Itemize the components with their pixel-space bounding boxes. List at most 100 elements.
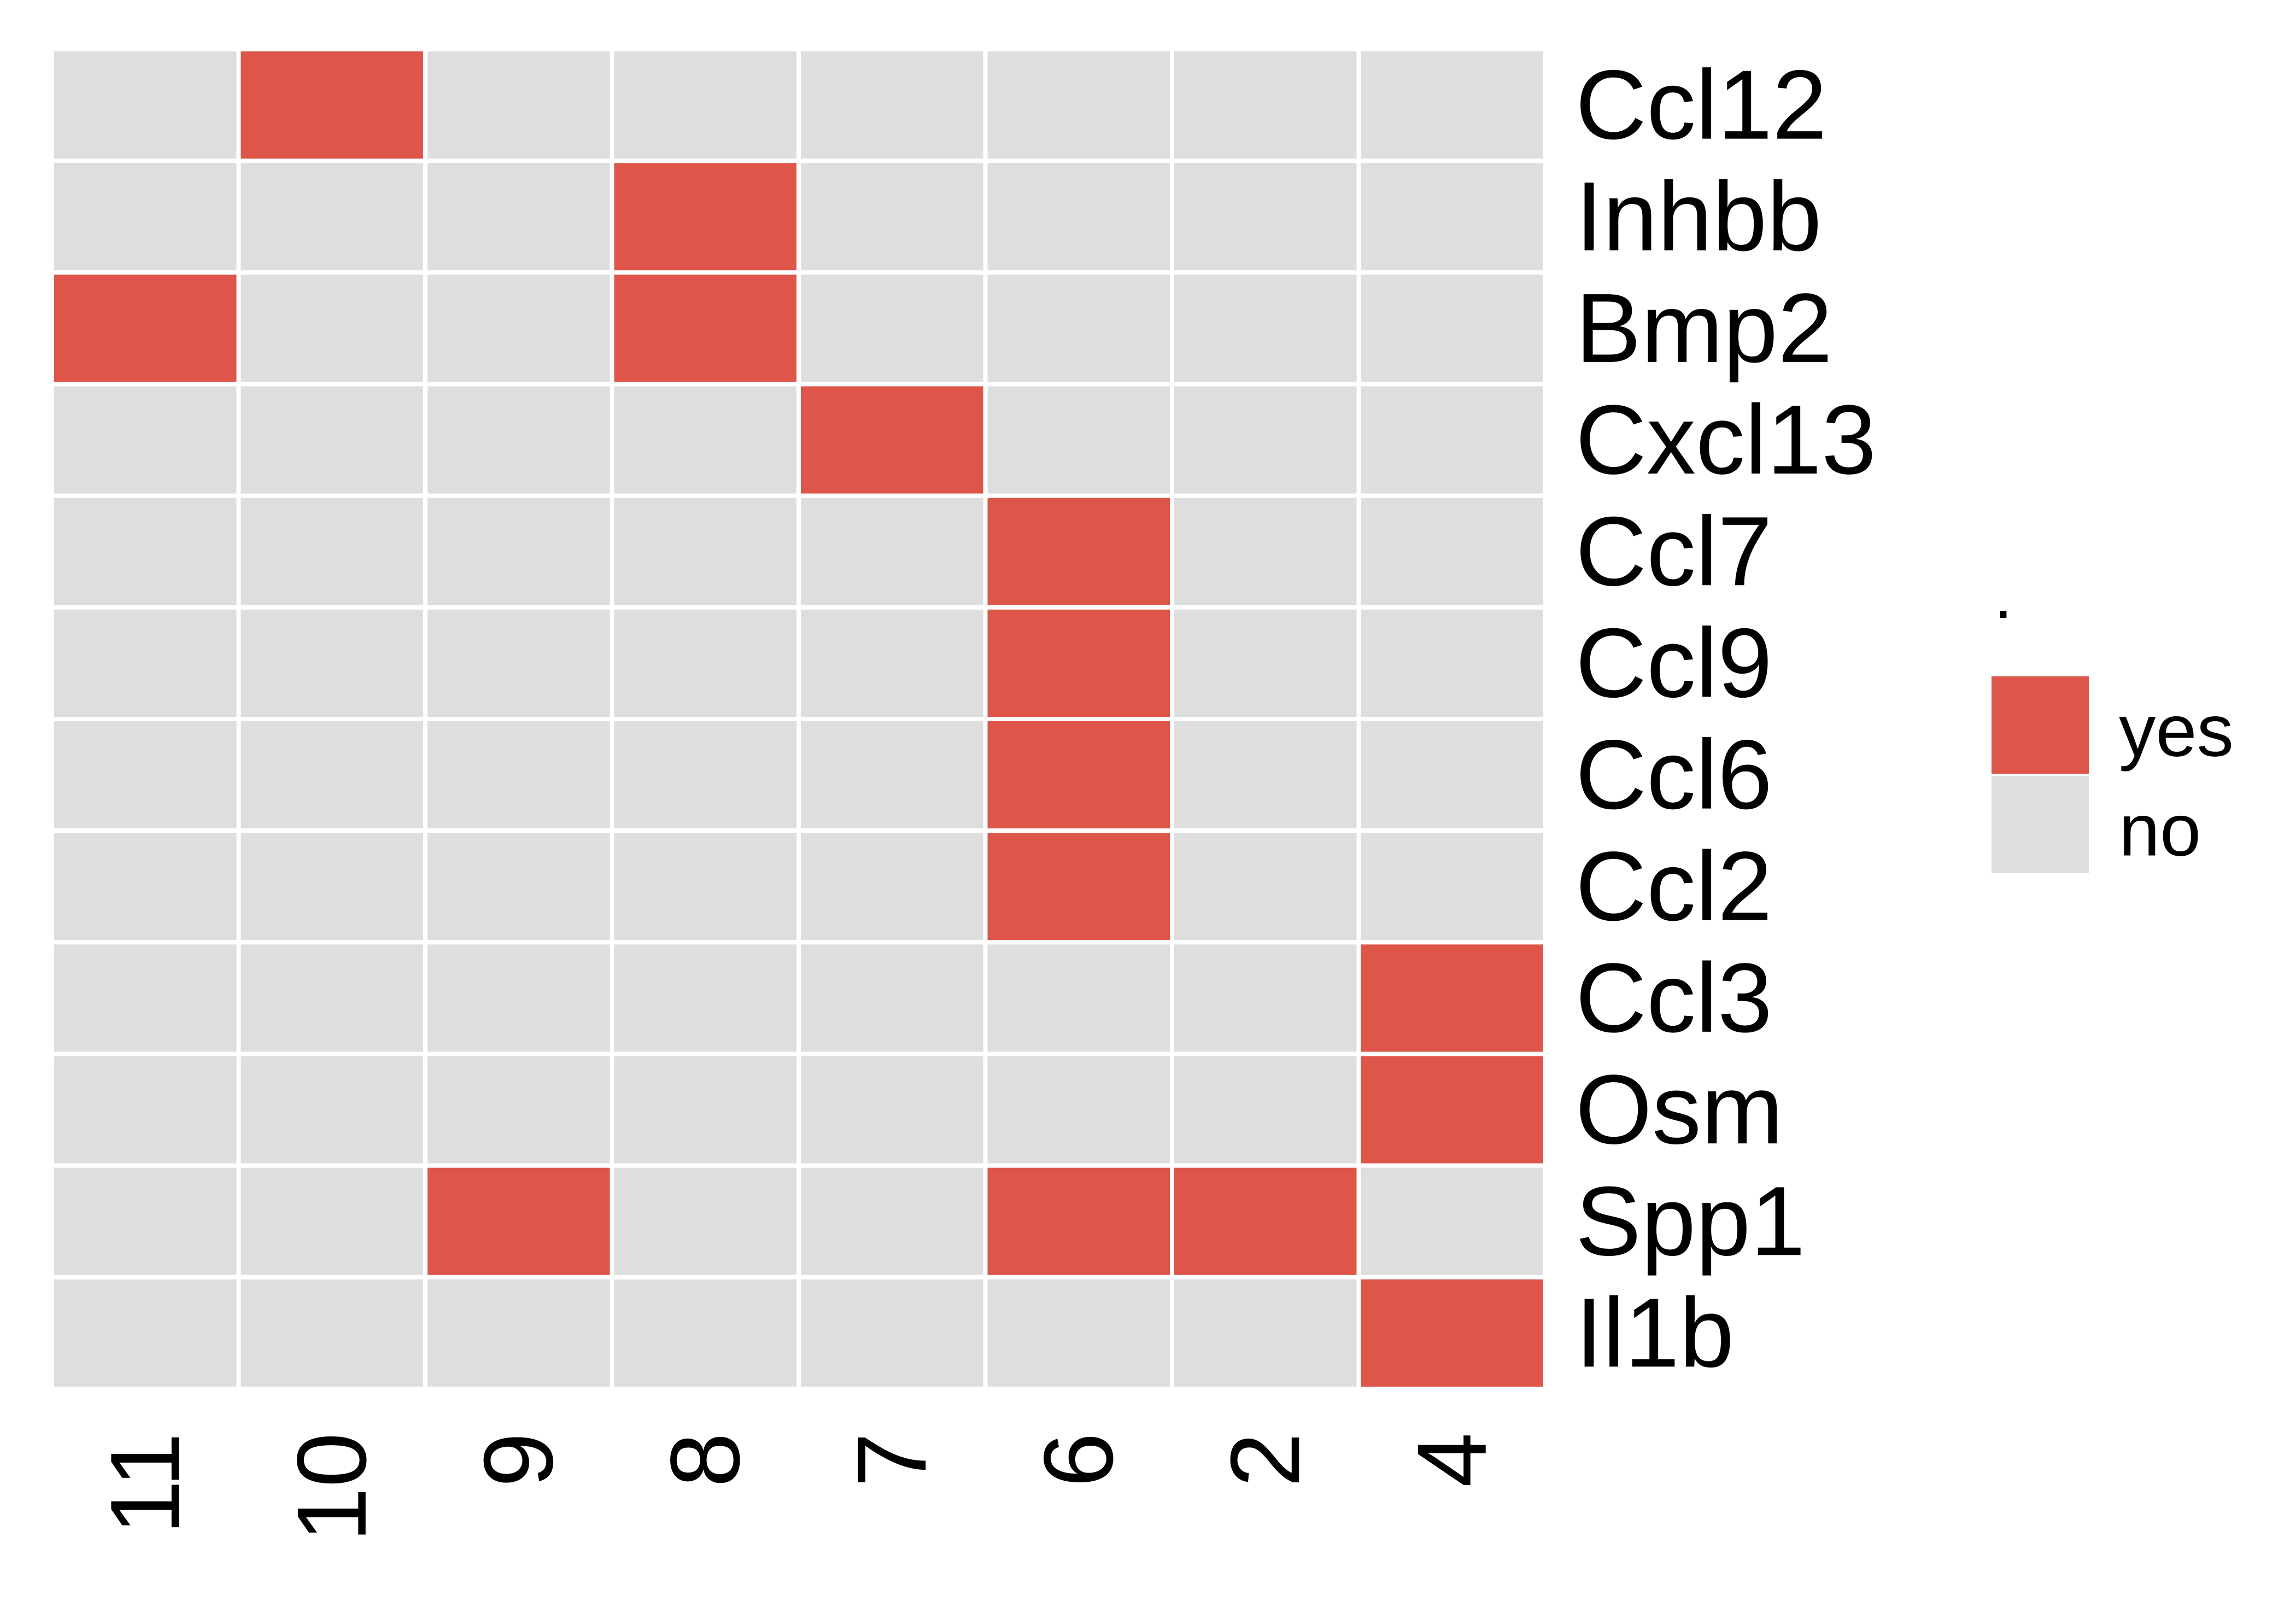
heatmap-cell-ccl7-9	[423, 493, 614, 610]
heatmap-cell-il1b-9	[423, 1275, 614, 1392]
heatmap-cell-il1b-7	[796, 1275, 988, 1392]
y-tick-label: Ccl3	[1575, 943, 1772, 1053]
heatmap-cell-ccl6-8	[610, 717, 801, 833]
y-tick-label: Ccl2	[1575, 832, 1772, 942]
y-tick-label: Ccl7	[1575, 496, 1772, 606]
heatmap-cell-ccl12-11	[50, 47, 241, 163]
heatmap-cell-inhbb-4	[1356, 159, 1548, 275]
heatmap-cell-cxcl13-9	[423, 382, 614, 498]
heatmap-cell-ccl7-2	[1170, 493, 1361, 610]
legend-label-no: no	[2119, 789, 2201, 872]
heatmap-cell-spp1-9	[423, 1163, 614, 1279]
heatmap-cell-cxcl13-4	[1356, 382, 1548, 498]
heatmap-cell-cxcl13-7	[796, 382, 988, 498]
heatmap-cell-ccl12-7	[796, 47, 988, 163]
heatmap-cell-bmp2-7	[796, 270, 988, 387]
heatmap-cell-ccl7-8	[610, 493, 801, 610]
heatmap-cell-ccl12-4	[1356, 47, 1548, 163]
heatmap-cell-ccl6-6	[983, 717, 1174, 833]
heatmap-cell-cxcl13-11	[50, 382, 241, 498]
heatmap-cell-spp1-10	[236, 1163, 427, 1279]
x-tick-label: 2	[1210, 1433, 1320, 1487]
x-tick-label: 7	[837, 1433, 947, 1487]
y-tick-label: Il1b	[1575, 1278, 1734, 1388]
x-axis-labels: 11 10 9 8 7 6 2 4	[90, 1433, 1507, 1542]
heatmap-cell-ccl9-10	[236, 605, 427, 721]
heatmap-cell-ccl9-2	[1170, 605, 1361, 721]
heatmap-cell-spp1-2	[1170, 1163, 1361, 1279]
heatmap-cell-spp1-8	[610, 1163, 801, 1279]
heatmap-cell-inhbb-2	[1170, 159, 1361, 275]
heatmap-cell-ccl9-7	[796, 605, 988, 721]
heatmap-cell-osm-4	[1356, 1051, 1548, 1168]
heatmap-cell-bmp2-2	[1170, 270, 1361, 387]
heatmap-cell-osm-8	[610, 1051, 801, 1168]
heatmap-cell-il1b-11	[50, 1275, 241, 1392]
heatmap-cell-osm-7	[796, 1051, 988, 1168]
heatmap-cell-ccl3-10	[236, 940, 427, 1056]
heatmap-cell-bmp2-4	[1356, 270, 1548, 387]
heatmap-cell-osm-6	[983, 1051, 1174, 1168]
heatmap-cell-ccl3-9	[423, 940, 614, 1056]
heatmap-cell-ccl12-9	[423, 47, 614, 163]
heatmap-cell-inhbb-6	[983, 159, 1174, 275]
heatmap-cell-ccl9-6	[983, 605, 1174, 721]
heatmap-cell-cxcl13-2	[1170, 382, 1361, 498]
heatmap-cell-ccl6-2	[1170, 717, 1361, 833]
legend-title: .	[1994, 559, 2012, 632]
heatmap-cell-il1b-2	[1170, 1275, 1361, 1392]
heatmap-cell-ccl3-4	[1356, 940, 1548, 1056]
x-tick-label: 4	[1397, 1433, 1507, 1487]
heatmap-cell-ccl12-6	[983, 47, 1174, 163]
heatmap-cell-ccl2-4	[1356, 828, 1548, 945]
heatmap-cell-ccl3-6	[983, 940, 1174, 1056]
heatmap-cell-bmp2-6	[983, 270, 1174, 387]
heatmap-cell-inhbb-11	[50, 159, 241, 275]
heatmap-cell-cxcl13-6	[983, 382, 1174, 498]
heatmap-cell-spp1-6	[983, 1163, 1174, 1279]
heatmap-cell-bmp2-11	[50, 270, 241, 387]
y-axis-labels: Ccl12InhbbBmp2Cxcl13Ccl7Ccl9Ccl6Ccl2Ccl3…	[1575, 50, 1876, 1388]
y-tick-label: Cxcl13	[1575, 385, 1876, 495]
heatmap-cell-ccl6-9	[423, 717, 614, 833]
heatmap-cell-ccl2-7	[796, 828, 988, 945]
heatmap-cells	[50, 47, 1548, 1392]
x-tick-label: 9	[464, 1433, 573, 1487]
heatmap-cell-bmp2-10	[236, 270, 427, 387]
y-tick-label: Inhbb	[1575, 162, 1821, 272]
heatmap-cell-il1b-10	[236, 1275, 427, 1392]
heatmap-cell-inhbb-7	[796, 159, 988, 275]
heatmap-cell-spp1-4	[1356, 1163, 1548, 1279]
heatmap-cell-ccl3-8	[610, 940, 801, 1056]
y-tick-label: Spp1	[1575, 1166, 1805, 1276]
heatmap-cell-cxcl13-10	[236, 382, 427, 498]
heatmap-cell-ccl2-6	[983, 828, 1174, 945]
heatmap-cell-ccl2-10	[236, 828, 427, 945]
heatmap-cell-ccl6-7	[796, 717, 988, 833]
heatmap-cell-il1b-8	[610, 1275, 801, 1392]
heatmap-cell-osm-2	[1170, 1051, 1361, 1168]
heatmap-cell-ccl12-2	[1170, 47, 1361, 163]
heatmap-cell-ccl12-10	[236, 47, 427, 163]
heatmap-cell-ccl3-2	[1170, 940, 1361, 1056]
heatmap-cell-bmp2-9	[423, 270, 614, 387]
heatmap-cell-cxcl13-8	[610, 382, 801, 498]
heatmap-cell-ccl2-2	[1170, 828, 1361, 945]
legend-key-no	[1992, 776, 2089, 873]
heatmap-cell-ccl12-8	[610, 47, 801, 163]
heatmap-cell-ccl6-10	[236, 717, 427, 833]
heatmap-cell-ccl3-11	[50, 940, 241, 1056]
heatmap-cell-inhbb-8	[610, 159, 801, 275]
heatmap-cell-ccl7-7	[796, 493, 988, 610]
y-tick-label: Osm	[1575, 1055, 1783, 1165]
legend-label-yes: yes	[2119, 689, 2234, 772]
heatmap-cell-ccl7-11	[50, 493, 241, 610]
heatmap-cell-ccl9-4	[1356, 605, 1548, 721]
x-tick-label: 11	[90, 1433, 200, 1535]
y-tick-label: Bmp2	[1575, 273, 1832, 383]
heatmap-cell-il1b-4	[1356, 1275, 1548, 1392]
heatmap-cell-osm-9	[423, 1051, 614, 1168]
heatmap-cell-spp1-7	[796, 1163, 988, 1279]
heatmap-cell-ccl6-11	[50, 717, 241, 833]
